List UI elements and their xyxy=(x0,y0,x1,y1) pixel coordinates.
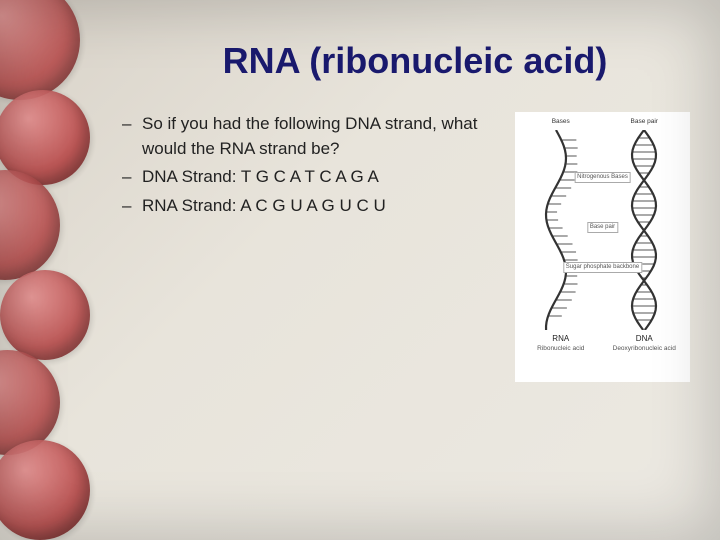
figure-annotation: Nitrogenous Bases xyxy=(574,172,631,183)
double-helix-icon xyxy=(619,130,669,330)
bullet-text: RNA Strand: A C G U A G U C U xyxy=(142,194,500,219)
bullet-text: DNA Strand: T G C A T C A G A xyxy=(142,165,500,190)
slide: RNA (ribonucleic acid) –So if you had th… xyxy=(0,0,720,540)
single-helix-icon xyxy=(536,130,586,330)
slide-title: RNA (ribonucleic acid) xyxy=(140,40,690,82)
figure-annotation: Sugar phosphate backbone xyxy=(563,262,642,273)
strand-sub-label: Deoxyribonucleic acid xyxy=(613,345,676,352)
bullet-list: –So if you had the following DNA strand,… xyxy=(120,112,500,223)
strand-top-label: Base pair xyxy=(631,118,658,128)
strand-column-rna: Bases RNA Ribonucleic acid xyxy=(519,118,603,352)
bullet-text: So if you had the following DNA strand, … xyxy=(142,112,500,161)
bullet-item: –RNA Strand: A C G U A G U C U xyxy=(120,194,500,219)
bullet-marker: – xyxy=(120,112,142,161)
strand-label: RNA xyxy=(552,334,569,343)
strand-label: DNA xyxy=(636,334,653,343)
rna-dna-figure: Bases RNA Ribonucleic acid Base pair DNA De… xyxy=(515,112,690,382)
figure-annotation: Base pair xyxy=(587,222,618,233)
bullet-marker: – xyxy=(120,194,142,219)
content-row: –So if you had the following DNA strand,… xyxy=(120,112,690,382)
bullet-marker: – xyxy=(120,165,142,190)
strand-column-dna: Base pair DNA Deoxyribonucleic acid xyxy=(603,118,687,352)
bullet-item: –DNA Strand: T G C A T C A G A xyxy=(120,165,500,190)
bullet-item: –So if you had the following DNA strand,… xyxy=(120,112,500,161)
strand-sub-label: Ribonucleic acid xyxy=(537,345,584,352)
strand-top-label: Bases xyxy=(552,118,570,128)
